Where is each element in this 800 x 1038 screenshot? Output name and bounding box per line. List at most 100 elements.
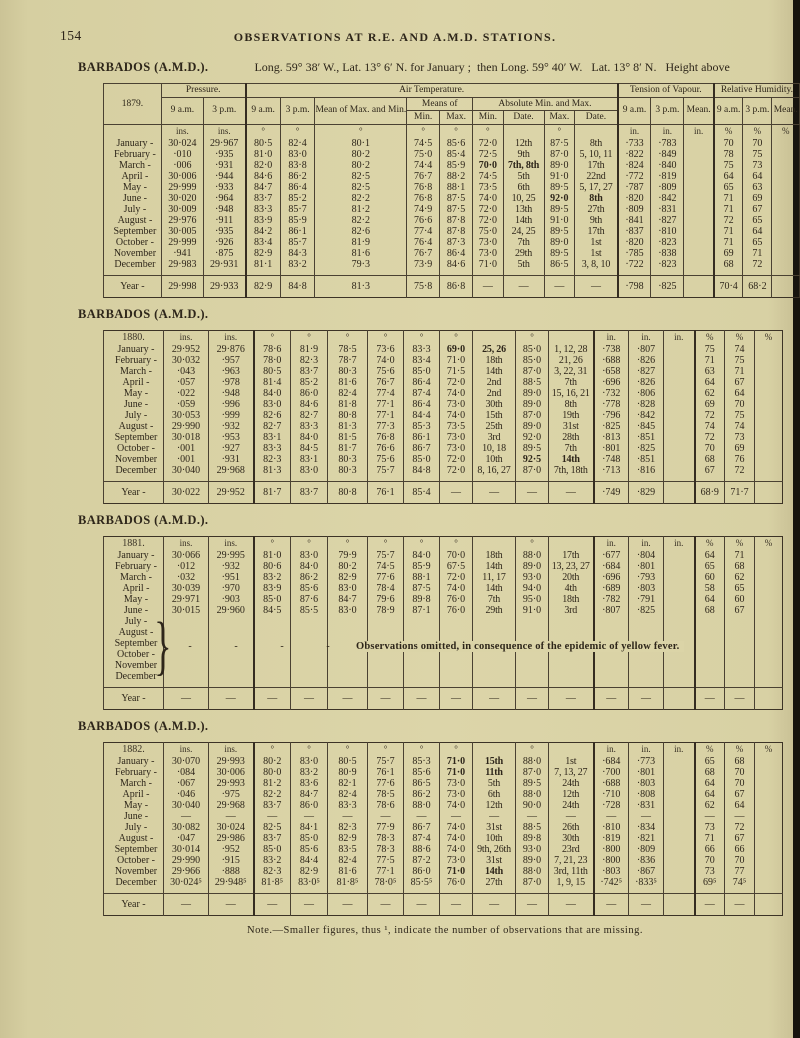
data-cell: 83·1 xyxy=(252,432,291,443)
data-cell xyxy=(252,616,291,627)
data-cell: 30·006 xyxy=(160,171,204,182)
data-cell: 1, 9, 15 xyxy=(548,877,594,888)
data-cell xyxy=(754,476,783,481)
table-row: July -30·082 30·024 82·5 84·1 82·3 77·9 86·7 74… xyxy=(103,822,783,833)
data-cell: ·749 xyxy=(592,480,629,503)
data-cell: 74·0 xyxy=(439,800,473,811)
data-cell: 85·9 xyxy=(439,160,473,171)
data-cell xyxy=(724,649,755,660)
data-cell xyxy=(663,888,695,893)
data-cell xyxy=(208,660,254,671)
data-cell: 79·3 xyxy=(314,259,407,270)
data-cell xyxy=(403,888,440,893)
data-cell xyxy=(754,844,783,855)
data-cell xyxy=(663,649,695,660)
data-cell: 85·3 xyxy=(403,421,440,432)
data-cell: 81·2 xyxy=(252,778,291,789)
data-cell xyxy=(515,627,549,638)
data-cell: 5th xyxy=(472,778,516,789)
data-cell: ·696 xyxy=(592,377,629,388)
data-cell xyxy=(771,259,800,270)
month-label: Year - xyxy=(103,274,162,297)
data-cell: 28th xyxy=(548,432,594,443)
data-cell: 70 xyxy=(693,855,725,866)
month-label: August - xyxy=(103,421,164,432)
data-cell: 87·4 xyxy=(403,388,440,399)
data-cell xyxy=(724,627,755,638)
table-row: Year - — — — — — — — — — — — — — — — xyxy=(103,892,783,915)
data-cell: 73·0 xyxy=(439,443,473,454)
data-cell: 74·9 xyxy=(406,204,440,215)
data-cell: 75 xyxy=(712,160,743,171)
data-cell: 78·6 xyxy=(367,800,404,811)
data-cell: ·806 xyxy=(628,388,664,399)
data-cell: 78·9 xyxy=(367,605,404,616)
table-row: July -30·009·948 83·3 85·7 81·2 74·9 87·5 72·0… xyxy=(103,204,800,215)
unit-label: ° xyxy=(543,124,575,138)
data-cell xyxy=(663,421,695,432)
month-label: December xyxy=(103,259,162,270)
data-cell: 83·8 xyxy=(279,160,315,171)
data-cell: 74·0 xyxy=(439,833,473,844)
data-cell xyxy=(472,476,516,481)
data-cell xyxy=(771,215,800,226)
column-header: Mean. xyxy=(771,96,800,125)
unit-label: ° xyxy=(439,124,473,138)
data-cell: ·935 xyxy=(202,149,246,160)
data-cell: 74·5 xyxy=(472,171,504,182)
data-cell: 87·4 xyxy=(403,833,440,844)
data-cell: 29·990 xyxy=(163,855,209,866)
data-cell: 24th xyxy=(548,778,594,789)
unit-label: in. xyxy=(592,536,629,550)
data-cell xyxy=(683,182,714,193)
unit-label xyxy=(472,742,516,756)
data-cell xyxy=(472,888,516,893)
data-cell: 75 xyxy=(724,410,755,421)
data-cell xyxy=(754,432,783,443)
data-cell xyxy=(439,616,473,627)
data-cell xyxy=(244,270,281,275)
data-cell: ·824 xyxy=(616,160,651,171)
data-cell: 76·8 xyxy=(367,432,404,443)
month-label: Year - xyxy=(103,686,164,709)
data-cell xyxy=(290,616,328,627)
data-cell: — xyxy=(515,892,549,915)
data-cell: 80·5 xyxy=(252,366,291,377)
data-cell: 1st xyxy=(574,248,618,259)
data-cell xyxy=(367,476,404,481)
omitted-dash: - xyxy=(326,640,330,652)
data-cell: ·700 xyxy=(592,767,629,778)
data-cell: 69 xyxy=(712,248,743,259)
data-cell: 73·5 xyxy=(472,182,504,193)
data-cell: 7th xyxy=(472,594,516,605)
data-cell xyxy=(290,660,328,671)
data-cell: 87·5 xyxy=(439,193,473,204)
data-cell: 78·5 xyxy=(367,789,404,800)
data-cell: ·793 xyxy=(628,572,664,583)
data-cell: 30·039 xyxy=(163,583,209,594)
data-cell: 12th xyxy=(502,138,544,149)
footnote: Note.—Smaller figures, thus ¹, indicate … xyxy=(103,925,787,936)
data-cell: 9th xyxy=(574,215,618,226)
data-cell: 86·2 xyxy=(403,789,440,800)
data-cell: 76·0 xyxy=(439,594,473,605)
data-cell: 74·0 xyxy=(472,193,504,204)
brace-glyph: } xyxy=(154,608,172,682)
data-cell: 30·082 xyxy=(163,822,209,833)
column-header: Air Temperature. xyxy=(244,83,619,98)
data-cell: 69 xyxy=(693,399,725,410)
data-cell: ·809 xyxy=(650,182,684,193)
data-cell: 70·0 xyxy=(439,550,473,561)
data-cell: 70·4 xyxy=(712,274,743,297)
table-row: June -30·015 29·960 84·5 85·5 83·0 78·9 87·1 76… xyxy=(103,605,783,616)
data-cell: 29·983 xyxy=(160,259,204,270)
data-cell: 9th xyxy=(502,149,544,160)
data-cell: 71 xyxy=(712,226,743,237)
data-cell: ·822 xyxy=(616,149,651,160)
data-cell xyxy=(574,270,618,275)
data-cell xyxy=(208,682,254,687)
data-cell: — xyxy=(327,811,368,822)
data-cell: 89·5 xyxy=(515,443,549,454)
data-cell: 72 xyxy=(724,465,755,476)
omitted-note: - - - - Observations omitted, in consequence… xyxy=(167,640,685,652)
